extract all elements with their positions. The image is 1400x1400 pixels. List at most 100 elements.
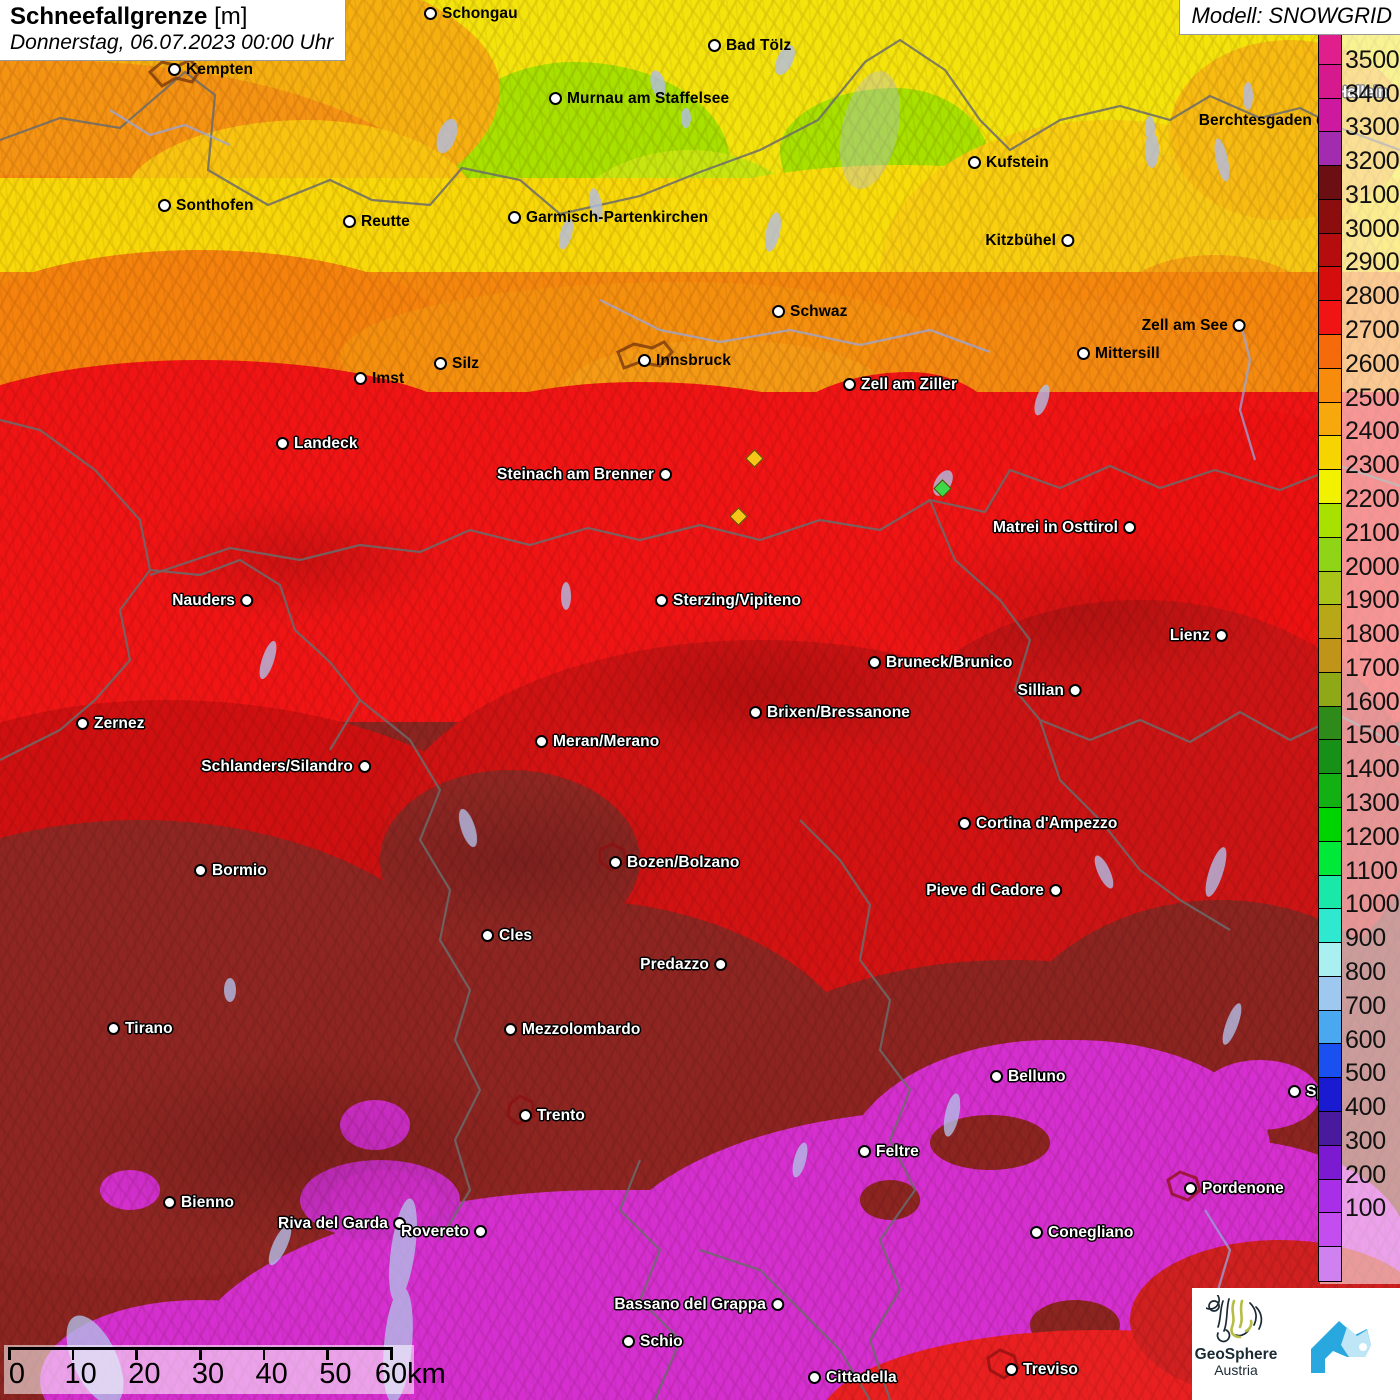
city-marker[interactable]: Kempten [168,62,253,78]
legend-swatch [1319,1112,1341,1146]
city-marker[interactable]: Bad Tölz [708,38,791,54]
city-marker[interactable]: Mezzolombardo [504,1022,640,1038]
city-marker[interactable]: Sillian [1018,683,1082,699]
city-marker[interactable]: Bormio [194,863,267,879]
title-unit: [m] [214,3,248,30]
city-marker[interactable]: Treviso [1005,1362,1078,1378]
city-dot-icon [1233,319,1246,333]
city-marker[interactable]: Bruneck/Brunico [868,655,1012,671]
city-marker[interactable]: Nauders [172,593,253,609]
legend-tick: 3300 [1345,113,1400,142]
city-dot-icon [354,372,367,386]
city-label: Zell am See [1141,317,1228,334]
city-dot-icon [276,437,289,451]
city-dot-icon [655,594,668,608]
city-marker[interactable]: Imst [354,371,404,387]
city-marker[interactable]: Silz [434,356,479,372]
city-marker[interactable]: Mittersill [1077,346,1160,362]
city-marker[interactable]: Landeck [276,436,358,452]
city-label: Riva del Garda [278,1215,388,1232]
city-label: Schio [640,1333,683,1350]
city-marker[interactable]: Reutte [343,214,410,230]
city-dot-icon [1061,234,1074,248]
city-marker[interactable]: Rovereto [401,1224,487,1240]
city-marker[interactable]: Brixen/Bressanone [749,705,910,721]
city-label: Silz [452,355,480,372]
legend-swatch [1319,841,1341,876]
color-legend[interactable]: 3500 3400 3300 3200 3100 3000 2900 2800 2700 2600… [1318,30,1400,1282]
legend-tick: 900 [1345,924,1386,953]
city-marker[interactable]: Garmisch-Partenkirchen [508,210,708,226]
legend-tick: 3400 [1345,79,1400,108]
legend-tick: 3000 [1345,214,1400,243]
city-label: Belluno [1008,1068,1066,1085]
city-marker[interactable]: Bassano del Grappa [614,1297,784,1313]
city-marker[interactable]: Berchtesgaden [1199,113,1330,129]
city-marker[interactable]: Innsbruck [638,353,731,369]
city-marker[interactable]: Cortina d'Ampezzo [958,816,1117,832]
city-label: Sillian [1017,682,1064,699]
legend-tick: 2100 [1345,518,1400,547]
legend-swatch [1319,402,1341,437]
legend-swatch [1319,1010,1341,1045]
city-marker[interactable]: Lienz [1170,628,1228,644]
city-marker[interactable]: Murnau am Staffelsee [549,91,729,107]
city-label: Sterzing/Vipiteno [673,592,802,609]
legend-tick: 2500 [1345,383,1400,412]
city-marker[interactable]: Zell am See [1142,318,1246,334]
legend-tick: 2700 [1345,316,1400,345]
city-marker[interactable]: Cittadella [808,1370,897,1386]
city-marker[interactable]: Riva del Garda [278,1216,406,1232]
legend-swatch [1319,1213,1341,1248]
city-marker[interactable]: Matrei in Osttirol [993,520,1136,536]
legend-tick: 1400 [1345,755,1400,784]
city-marker[interactable]: Bienno [163,1195,234,1211]
city-marker[interactable]: Schwaz [772,304,847,320]
city-marker[interactable]: Schongau [424,6,518,22]
city-label: Zell am Ziller [861,376,958,393]
legend-swatch [1319,335,1341,369]
city-marker[interactable]: Pordenone [1184,1181,1284,1197]
city-label: Schwaz [790,303,848,320]
legend-swatch [1319,605,1341,640]
city-marker[interactable]: Conegliano [1030,1225,1133,1241]
city-label: Steinach am Brenner [497,466,654,483]
title-box: Schneefallgrenze [m] Donnerstag, 06.07.2… [0,0,347,62]
city-marker[interactable]: Cles [481,928,532,944]
legend-swatch [1319,470,1341,504]
city-marker[interactable]: Steinach am Brenner [497,467,672,483]
scale-tick [8,1347,11,1360]
scale-tick-label: 40 [255,1358,288,1390]
city-marker[interactable]: Feltre [858,1144,919,1160]
city-marker[interactable]: Tirano [107,1021,173,1037]
legend-swatch [1319,943,1341,977]
legend-tick: 1900 [1345,586,1400,615]
city-marker[interactable]: Pieve di Cadore [926,883,1062,899]
city-label: Innsbruck [656,352,731,369]
legend-swatch [1319,166,1341,200]
city-marker[interactable]: Sterzing/Vipiteno [655,593,801,609]
city-marker[interactable]: Bozen/Bolzano [609,855,739,871]
city-label: Matrei in Osttirol [993,519,1118,536]
city-dot-icon [158,199,171,213]
city-marker[interactable]: Sonthofen [158,198,254,214]
city-dot-icon [990,1070,1003,1084]
city-marker[interactable]: Zernez [76,716,145,732]
city-marker[interactable]: Trento [519,1108,585,1124]
city-marker[interactable]: Predazzo [640,957,727,973]
city-marker[interactable]: Zell am Ziller [843,377,957,393]
city-marker[interactable]: Belluno [990,1069,1066,1085]
city-marker[interactable]: Meran/Merano [535,734,659,750]
city-dot-icon [504,1023,517,1037]
logo-strip: GeoSphere Austria [1192,1288,1400,1400]
city-marker[interactable]: Kitzbühel [985,233,1074,249]
legend-tick: 700 [1345,991,1386,1020]
city-dot-icon [714,958,727,972]
city-marker[interactable]: Schlanders/Silandro [201,759,371,775]
legend-swatch [1319,31,1341,65]
city-marker[interactable]: Schio [622,1334,683,1350]
city-marker[interactable]: Kufstein [968,155,1049,171]
city-dot-icon [1184,1182,1197,1196]
city-label: Mezzolombardo [522,1021,641,1038]
